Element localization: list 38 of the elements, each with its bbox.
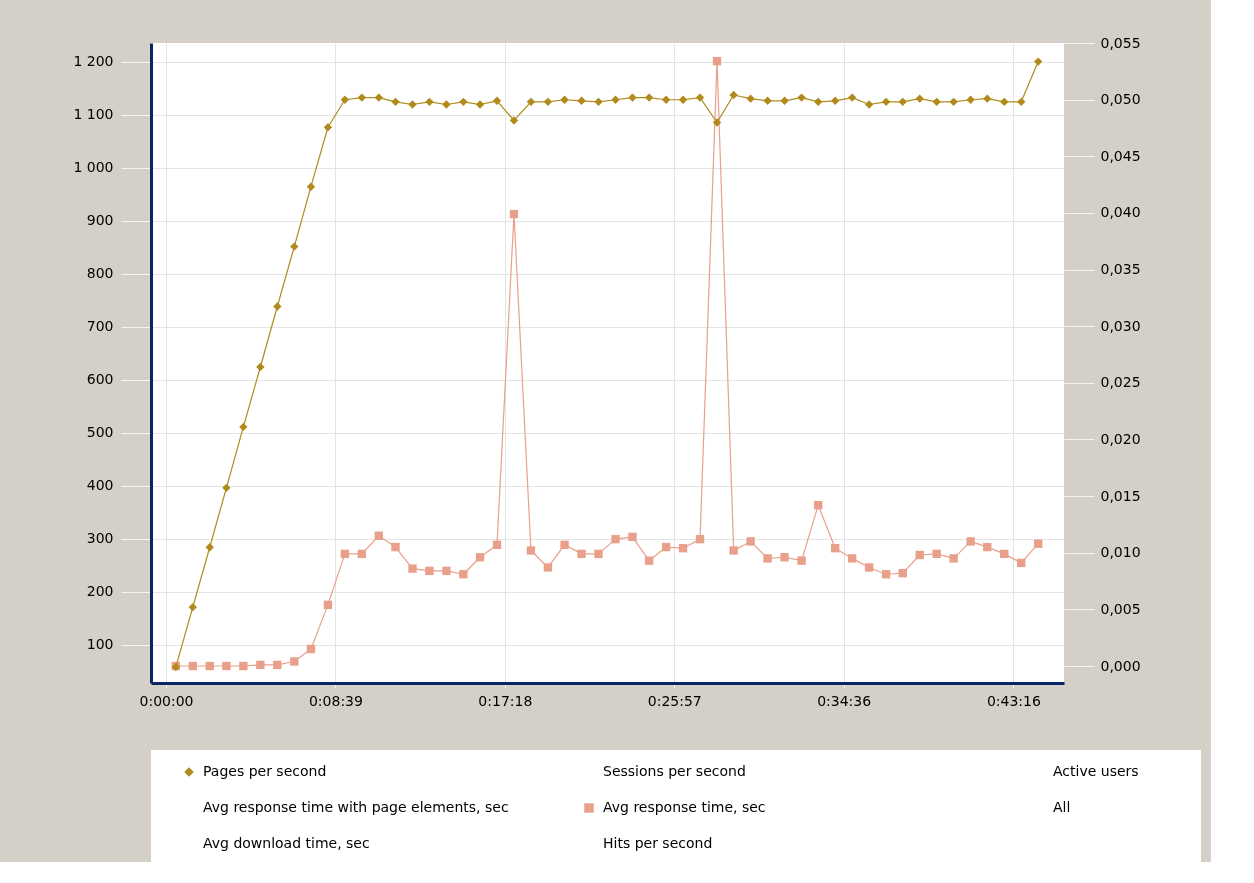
y-tick-label: 700 [86, 318, 114, 335]
y-tick-label: 600 [86, 371, 114, 388]
y-tick-label: 1 000 [73, 159, 114, 176]
y2-tick-label: 0,040 [1100, 204, 1141, 221]
y-tick-label: 400 [86, 477, 114, 494]
y-tick-label: 200 [86, 583, 114, 600]
x-tick-label: 0:43:16 [986, 692, 1041, 709]
y2-tick-label: 0,055 [1100, 34, 1141, 51]
text: Avg response time with page elements, sec [203, 799, 509, 815]
y2-tick-label: 0,025 [1100, 374, 1141, 391]
y-tick-label: 500 [86, 424, 114, 441]
y2-tick-label: 0,005 [1100, 600, 1141, 617]
y-tick-label: 300 [86, 530, 114, 547]
y2-tick-label: 0,035 [1100, 261, 1141, 278]
y-tick-label: 800 [86, 265, 114, 282]
y2-tick-label: 0,015 [1100, 487, 1141, 504]
y2-tick-label: 0,010 [1100, 544, 1141, 561]
y-tick-label: 100 [86, 636, 114, 653]
legend-label: Avg response time, sec [603, 799, 766, 815]
x-tick-label: 0:34:36 [817, 692, 872, 709]
y2-tick-label: 0,050 [1100, 91, 1141, 108]
text: Sessions per second [603, 763, 746, 779]
text: All [1053, 799, 1071, 815]
text: Avg download time, sec [203, 835, 370, 851]
y2-tick-label: 0,020 [1100, 430, 1141, 447]
x-tick-label: 0:00:00 [139, 692, 194, 709]
text: Hits per second [603, 835, 713, 851]
y-tick-label: 900 [86, 212, 114, 229]
y-tick-label: 1 100 [73, 106, 114, 123]
legend-label: Pages per second [203, 763, 327, 779]
x-tick-label: 0:08:39 [308, 692, 363, 709]
text: Active users [1053, 763, 1139, 779]
y2-tick-label: 0,000 [1100, 657, 1141, 674]
x-tick-label: 0:17:18 [478, 692, 533, 709]
y-tick-label: 1 200 [73, 53, 114, 70]
x-tick-label: 0:25:57 [647, 692, 702, 709]
y2-tick-label: 0,045 [1100, 147, 1141, 164]
y2-tick-label: 0,030 [1100, 317, 1141, 334]
